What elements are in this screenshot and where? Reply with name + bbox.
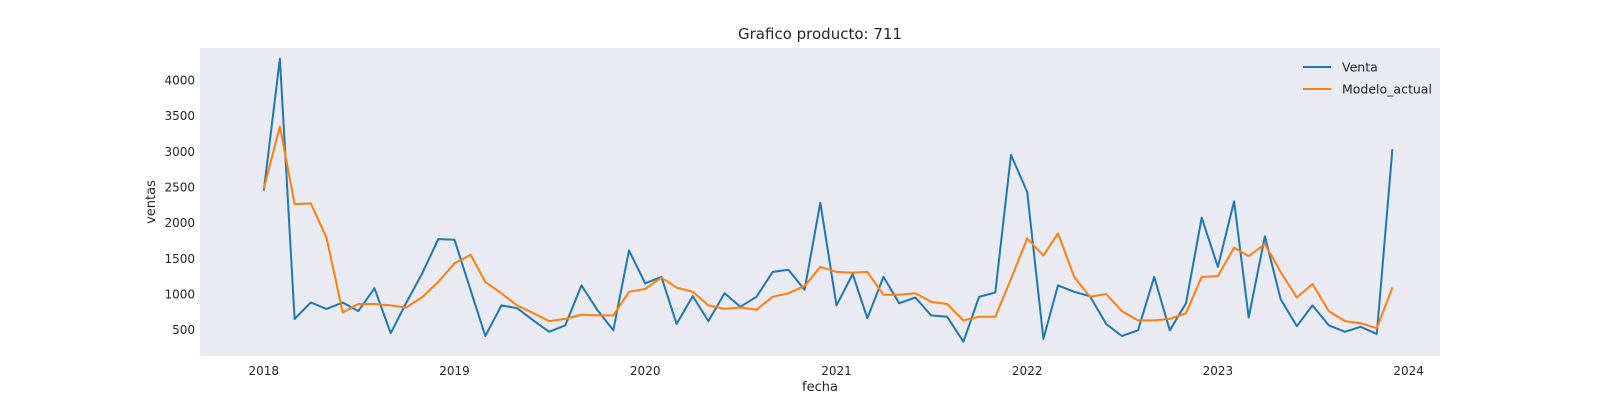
x-tick-label: 2018 <box>249 364 280 378</box>
chart-title: Grafico producto: 711 <box>738 25 902 43</box>
y-axis-label: ventas <box>144 180 159 224</box>
y-tick-label: 4000 <box>164 74 195 88</box>
x-axis: 2018 2019 2020 2021 2022 2023 2024 <box>249 364 1424 378</box>
series-line-venta <box>262 57 1394 343</box>
y-tick-label: 2000 <box>164 216 195 230</box>
series-layer <box>262 57 1394 343</box>
y-tick-label: 500 <box>172 323 195 337</box>
y-tick-label: 3000 <box>164 145 195 159</box>
legend: Venta Modelo_actual <box>1303 60 1432 97</box>
x-tick-label: 2020 <box>630 364 661 378</box>
x-tick-label: 2023 <box>1203 364 1234 378</box>
y-tick-label: 1500 <box>164 252 195 266</box>
series-line-modelo-actual <box>262 125 1394 330</box>
y-tick-label: 2500 <box>164 181 195 195</box>
y-tick-label: 1000 <box>164 288 195 302</box>
x-tick-label: 2024 <box>1393 364 1424 378</box>
legend-label: Modelo_actual <box>1342 82 1432 97</box>
x-tick-label: 2021 <box>821 364 852 378</box>
y-tick-label: 3500 <box>164 109 195 123</box>
x-tick-label: 2022 <box>1012 364 1043 378</box>
x-axis-label: fecha <box>802 380 838 395</box>
legend-label: Venta <box>1342 60 1378 75</box>
x-tick-label: 2019 <box>439 364 470 378</box>
y-axis: 500 1000 1500 2000 2500 3000 3500 4000 <box>164 74 195 338</box>
